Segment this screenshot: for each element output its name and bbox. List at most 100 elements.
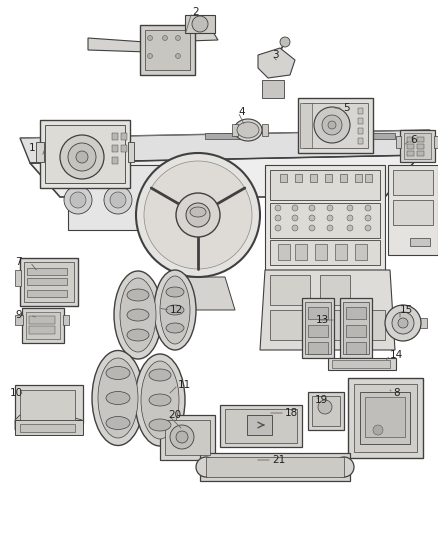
FancyBboxPatch shape	[280, 174, 287, 182]
FancyBboxPatch shape	[400, 130, 435, 162]
Text: 15: 15	[400, 305, 413, 315]
FancyBboxPatch shape	[205, 133, 240, 139]
FancyBboxPatch shape	[270, 310, 385, 340]
Circle shape	[192, 16, 208, 32]
Ellipse shape	[127, 329, 149, 341]
FancyBboxPatch shape	[346, 325, 366, 337]
Ellipse shape	[98, 358, 138, 438]
Polygon shape	[155, 27, 218, 42]
Circle shape	[186, 203, 210, 227]
FancyBboxPatch shape	[325, 174, 332, 182]
FancyBboxPatch shape	[270, 240, 380, 265]
FancyBboxPatch shape	[358, 138, 363, 144]
FancyBboxPatch shape	[348, 378, 423, 458]
FancyBboxPatch shape	[308, 307, 328, 319]
FancyBboxPatch shape	[407, 151, 414, 156]
Circle shape	[347, 205, 353, 211]
FancyBboxPatch shape	[358, 108, 363, 114]
Circle shape	[70, 192, 86, 208]
Ellipse shape	[190, 207, 206, 217]
Circle shape	[292, 215, 298, 221]
Ellipse shape	[127, 309, 149, 321]
FancyBboxPatch shape	[358, 118, 363, 124]
Text: 19: 19	[315, 395, 328, 405]
Circle shape	[365, 225, 371, 231]
FancyBboxPatch shape	[355, 174, 362, 182]
Circle shape	[280, 37, 290, 47]
Circle shape	[314, 107, 350, 143]
Circle shape	[373, 425, 383, 435]
FancyBboxPatch shape	[295, 244, 307, 260]
FancyBboxPatch shape	[262, 80, 284, 98]
Circle shape	[347, 225, 353, 231]
FancyBboxPatch shape	[278, 244, 290, 260]
Polygon shape	[165, 277, 235, 310]
Circle shape	[392, 312, 414, 334]
FancyBboxPatch shape	[360, 392, 410, 444]
Ellipse shape	[149, 394, 171, 406]
Text: 13: 13	[316, 315, 329, 325]
Text: 21: 21	[272, 455, 285, 465]
FancyBboxPatch shape	[417, 137, 424, 142]
FancyBboxPatch shape	[420, 318, 427, 328]
Text: 1: 1	[28, 143, 35, 153]
Polygon shape	[15, 415, 82, 430]
Circle shape	[309, 215, 315, 221]
FancyBboxPatch shape	[15, 270, 21, 286]
Ellipse shape	[166, 323, 184, 333]
FancyBboxPatch shape	[63, 315, 69, 325]
Circle shape	[385, 305, 421, 341]
Text: 14: 14	[390, 350, 403, 360]
FancyBboxPatch shape	[393, 170, 433, 195]
FancyBboxPatch shape	[295, 174, 302, 182]
Text: 12: 12	[170, 305, 183, 315]
Circle shape	[275, 225, 281, 231]
Ellipse shape	[154, 270, 196, 350]
FancyBboxPatch shape	[410, 238, 430, 246]
Circle shape	[365, 205, 371, 211]
Text: 10: 10	[10, 388, 23, 398]
Ellipse shape	[234, 119, 262, 141]
Circle shape	[309, 205, 315, 211]
Circle shape	[136, 153, 260, 277]
FancyBboxPatch shape	[15, 315, 23, 325]
Circle shape	[110, 192, 126, 208]
FancyBboxPatch shape	[298, 98, 373, 153]
Ellipse shape	[106, 416, 130, 430]
FancyBboxPatch shape	[270, 170, 380, 200]
Circle shape	[328, 121, 336, 129]
Ellipse shape	[106, 367, 130, 379]
FancyBboxPatch shape	[346, 307, 366, 319]
FancyBboxPatch shape	[247, 415, 272, 435]
Circle shape	[76, 151, 88, 163]
Polygon shape	[88, 38, 148, 52]
FancyBboxPatch shape	[407, 137, 414, 142]
Circle shape	[322, 115, 342, 135]
Circle shape	[292, 205, 298, 211]
FancyBboxPatch shape	[312, 396, 340, 426]
FancyBboxPatch shape	[112, 145, 118, 152]
FancyBboxPatch shape	[340, 298, 372, 358]
Circle shape	[327, 225, 333, 231]
FancyBboxPatch shape	[160, 415, 215, 460]
Circle shape	[275, 205, 281, 211]
FancyBboxPatch shape	[121, 145, 127, 152]
FancyBboxPatch shape	[112, 157, 118, 164]
FancyBboxPatch shape	[354, 384, 417, 452]
FancyBboxPatch shape	[270, 203, 380, 238]
FancyBboxPatch shape	[303, 103, 368, 148]
FancyBboxPatch shape	[26, 312, 60, 339]
FancyBboxPatch shape	[417, 151, 424, 156]
Circle shape	[327, 205, 333, 211]
Polygon shape	[258, 48, 295, 78]
FancyBboxPatch shape	[300, 103, 312, 148]
Ellipse shape	[166, 287, 184, 297]
Circle shape	[176, 36, 180, 41]
FancyBboxPatch shape	[396, 136, 401, 148]
Circle shape	[318, 400, 332, 414]
FancyBboxPatch shape	[358, 128, 363, 134]
FancyBboxPatch shape	[121, 133, 127, 140]
FancyBboxPatch shape	[305, 302, 331, 354]
FancyBboxPatch shape	[15, 420, 83, 435]
Circle shape	[147, 192, 163, 208]
